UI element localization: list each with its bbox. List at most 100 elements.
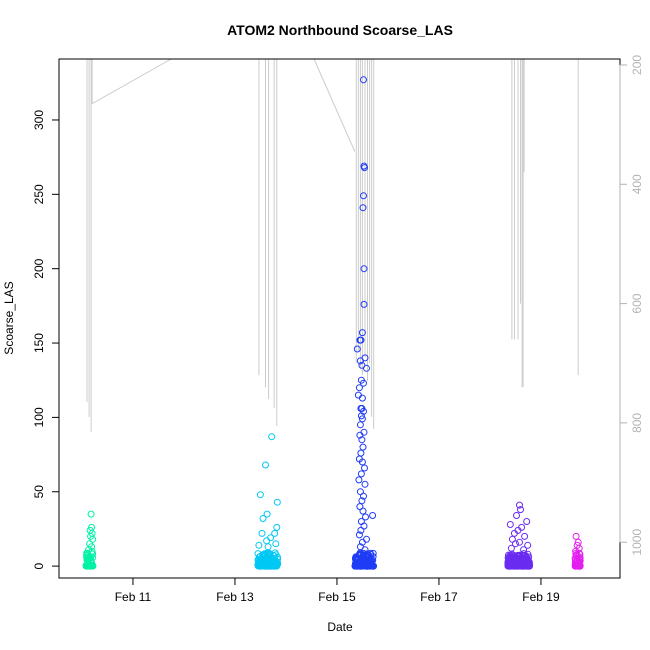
x-tick-label: Feb 13 [216,590,254,604]
depth-line [313,58,356,152]
data-point [360,300,368,308]
point-layer [82,76,584,570]
data-point [259,515,267,522]
data-point [360,407,367,415]
data-point [513,512,520,519]
data-point [361,164,368,172]
data-point [86,554,94,562]
y-tick-label: 300 [32,110,46,130]
data-point [521,532,529,540]
data-point [524,541,532,549]
y-tick-label: 100 [32,407,46,427]
plot-frame [58,58,621,579]
data-point [88,562,96,570]
chart-title: ATOM2 Northbound Scoarse_LAS [227,22,453,38]
data-point [360,428,368,436]
data-point [517,506,524,514]
data-point [368,562,376,569]
data-point [357,526,365,534]
data-point [267,561,275,569]
data-point [357,336,365,344]
data-point [267,534,275,542]
data-point [360,379,367,387]
x-tick-label: Feb 17 [420,590,458,604]
data-point [357,518,365,525]
data-point [357,449,365,457]
data-point [272,540,280,548]
data-point [516,538,523,546]
data-point [355,384,363,392]
data-point [355,476,363,484]
y-right-tick-label: 1000 [630,529,644,556]
data-point [355,562,363,569]
data-point [83,555,91,563]
data-point [506,562,514,569]
data-point [361,546,369,554]
y-right-tick-label: 200 [630,55,644,75]
data-point [572,547,580,555]
x-axis-label: Date [327,620,353,634]
data-point [510,529,518,537]
data-point [572,532,580,540]
data-point [255,541,263,549]
data-point [353,553,361,561]
data-point [353,345,361,353]
line-layer [86,58,579,432]
data-point [512,540,519,548]
data-point [84,554,92,562]
data-point [360,492,367,500]
y-right-tick-label: 400 [630,174,644,194]
data-point [520,562,527,570]
x-tick-label: Feb 19 [522,590,560,604]
data-point [505,553,513,561]
data-point [256,491,264,499]
data-point [271,549,279,557]
data-point [354,391,362,399]
y-tick-label: 200 [32,258,46,278]
data-point [262,461,269,469]
data-point [359,204,367,212]
data-point [273,523,281,531]
y-tick-label: 250 [32,184,46,204]
data-point [517,558,525,566]
data-point [516,501,523,509]
data-point [363,535,370,543]
data-point [358,538,366,546]
y-tick-label: 0 [32,562,46,569]
data-point [575,549,583,557]
data-point [519,555,527,563]
data-point [359,443,367,451]
y-tick-label: 150 [32,333,46,353]
data-point [268,433,276,441]
data-point [259,557,267,565]
data-point [360,557,368,565]
data-point [357,412,365,420]
data-point [361,464,368,472]
data-point [355,531,363,539]
data-point [88,547,96,555]
data-point [506,521,514,528]
data-point [360,76,367,84]
y-tick-label: 50 [32,485,46,499]
data-point [363,364,370,372]
data-point [351,562,359,570]
data-point [272,558,280,566]
data-point [360,550,368,557]
data-point [263,510,271,518]
data-point [358,458,366,466]
data-point [358,329,366,337]
data-point [87,510,95,518]
data-point [575,562,583,569]
data-point [517,562,525,570]
data-point [520,550,528,558]
x-axis: Feb 11 Feb 13 Feb 15 Feb 17 Feb 19 [115,577,560,604]
x-tick-label: Feb 11 [115,590,152,604]
y-axis-label: Scoarse_LAS [2,281,16,354]
data-point [254,550,262,558]
data-point [356,421,364,429]
data-point [504,554,512,562]
data-point [359,507,367,515]
data-point [262,562,270,570]
data-point [271,562,279,570]
depth-line [91,58,172,105]
